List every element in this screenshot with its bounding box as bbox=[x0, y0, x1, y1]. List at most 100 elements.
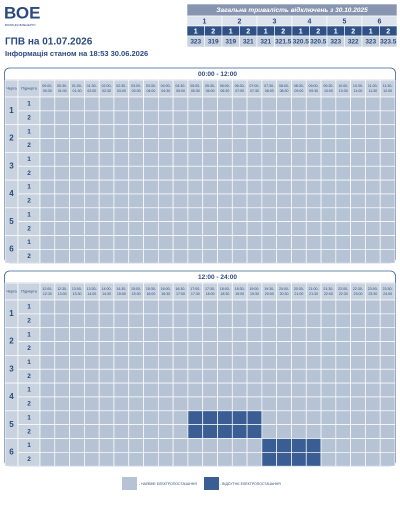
power-cell bbox=[69, 410, 85, 425]
power-cell bbox=[261, 249, 278, 264]
slot-from: 01:00- bbox=[72, 84, 83, 88]
power-cell bbox=[54, 235, 70, 250]
power-cell bbox=[113, 355, 130, 370]
power-cell bbox=[157, 193, 174, 209]
power-cell bbox=[350, 193, 366, 209]
power-cell bbox=[231, 138, 248, 153]
power-cell bbox=[350, 438, 366, 453]
power-cell bbox=[320, 165, 337, 181]
power-cell bbox=[276, 382, 292, 398]
power-cell bbox=[320, 313, 337, 329]
power-cell bbox=[305, 221, 322, 236]
power-cell bbox=[113, 165, 130, 181]
slot-from: 09:00- bbox=[309, 84, 320, 88]
power-cell bbox=[84, 327, 100, 342]
summary-sub: 1 bbox=[299, 28, 303, 35]
slot-to: 05:30 bbox=[191, 89, 200, 93]
power-cell bbox=[187, 193, 204, 209]
power-cell bbox=[231, 235, 248, 250]
power-cell bbox=[143, 207, 159, 223]
power-cell bbox=[113, 221, 130, 236]
queue: 6 bbox=[9, 244, 14, 253]
slot-from: 11:00- bbox=[368, 84, 379, 88]
power-cell bbox=[113, 341, 130, 356]
power-cell bbox=[276, 193, 292, 209]
power-cell bbox=[113, 235, 130, 250]
power-cell bbox=[54, 382, 70, 398]
power-cell bbox=[54, 368, 70, 384]
power-cell bbox=[143, 313, 159, 329]
outage-cell bbox=[305, 438, 322, 453]
power-cell bbox=[39, 249, 56, 264]
slot-from: 03:00- bbox=[131, 84, 142, 88]
power-cell bbox=[217, 138, 233, 153]
power-cell bbox=[128, 452, 144, 467]
power-cell bbox=[320, 193, 337, 209]
power-cell bbox=[276, 249, 292, 264]
power-cell bbox=[39, 438, 56, 453]
power-cell bbox=[172, 327, 189, 342]
slot-to: 11:00 bbox=[354, 89, 363, 93]
slot-to: 23:30 bbox=[368, 292, 377, 296]
power-cell bbox=[54, 341, 70, 356]
power-cell bbox=[202, 341, 218, 356]
slot-from: 18:00- bbox=[220, 287, 231, 291]
slot-to: 17:00 bbox=[176, 292, 185, 296]
slot-to: 15:00 bbox=[117, 292, 126, 296]
slot-from: 06:00- bbox=[220, 84, 231, 88]
power-cell bbox=[305, 207, 322, 223]
power-cell bbox=[320, 207, 337, 223]
power-cell bbox=[157, 313, 174, 329]
power-cell bbox=[320, 382, 337, 398]
power-cell bbox=[379, 396, 396, 412]
power-cell bbox=[202, 396, 218, 412]
power-cell bbox=[54, 124, 70, 139]
power-cell bbox=[69, 355, 85, 370]
power-cell bbox=[291, 207, 307, 223]
power-cell bbox=[305, 193, 322, 209]
power-cell bbox=[69, 452, 85, 467]
power-cell bbox=[69, 235, 85, 250]
power-cell bbox=[113, 152, 130, 167]
power-cell bbox=[69, 110, 85, 126]
power-cell bbox=[39, 299, 56, 315]
power-cell bbox=[39, 165, 56, 181]
power-cell bbox=[98, 438, 115, 453]
sub: 1 bbox=[27, 442, 31, 449]
power-cell bbox=[261, 355, 278, 370]
power-cell bbox=[365, 179, 381, 195]
power-cell bbox=[335, 165, 351, 181]
power-cell bbox=[320, 424, 337, 439]
power-cell bbox=[276, 152, 292, 167]
power-cell bbox=[84, 193, 100, 209]
slot-from: 19:00- bbox=[249, 287, 260, 291]
power-cell bbox=[320, 138, 337, 153]
outage-cell bbox=[261, 452, 278, 467]
power-cell bbox=[69, 179, 85, 195]
power-cell bbox=[320, 355, 337, 370]
power-cell bbox=[305, 235, 322, 250]
power-cell bbox=[335, 382, 351, 398]
power-cell bbox=[69, 382, 85, 398]
power-cell bbox=[350, 110, 366, 126]
power-cell bbox=[143, 410, 159, 425]
power-cell bbox=[187, 249, 204, 264]
power-cell bbox=[217, 341, 233, 356]
power-cell bbox=[84, 424, 100, 439]
power-cell bbox=[291, 165, 307, 181]
power-cell bbox=[231, 382, 248, 398]
power-cell bbox=[261, 207, 278, 223]
power-cell bbox=[202, 368, 218, 384]
queue: 1 bbox=[9, 309, 14, 318]
power-cell bbox=[202, 96, 218, 112]
power-cell bbox=[335, 124, 351, 139]
power-cell bbox=[276, 138, 292, 153]
slot-from: 22:00- bbox=[338, 287, 349, 291]
power-cell bbox=[187, 165, 204, 181]
power-cell bbox=[320, 179, 337, 195]
slot-to: 01:00 bbox=[58, 89, 67, 93]
slot-to: 12:30 bbox=[43, 292, 52, 296]
power-cell bbox=[84, 368, 100, 384]
outage-cell bbox=[291, 452, 307, 467]
slot-from: 21:00- bbox=[309, 287, 320, 291]
